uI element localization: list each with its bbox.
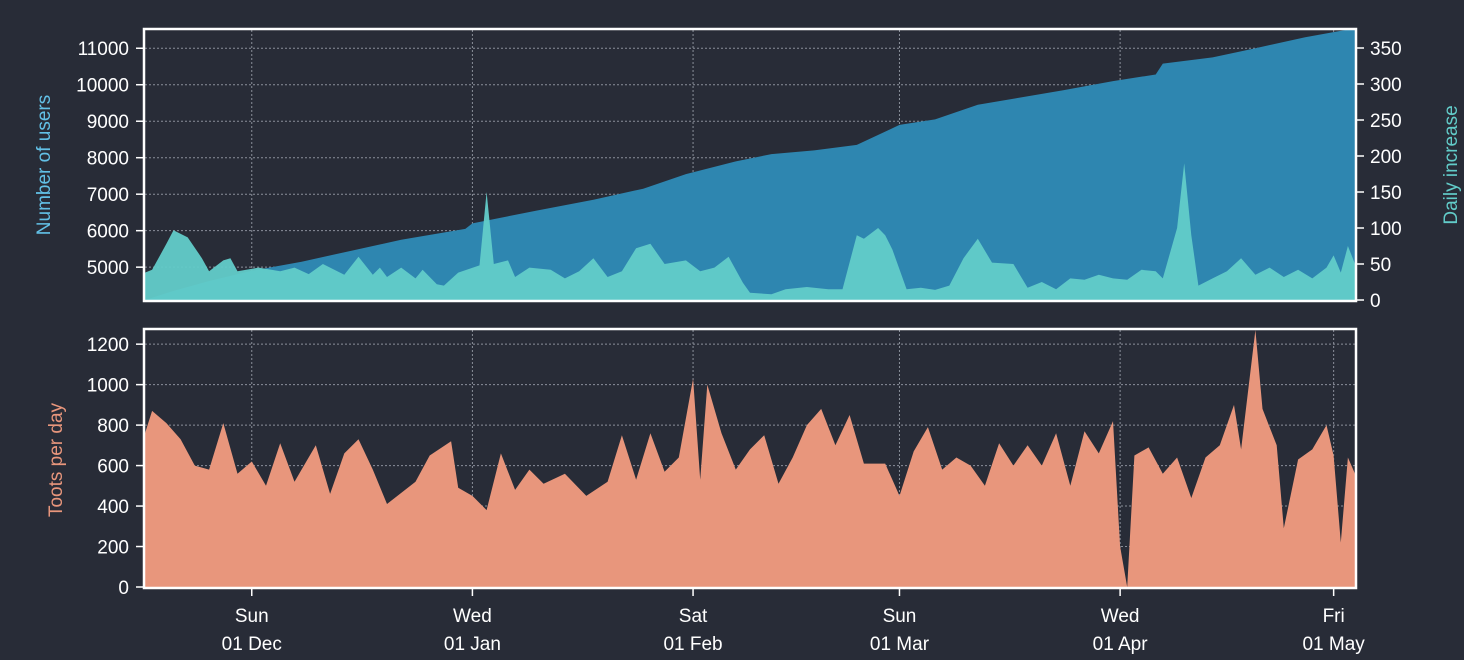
x-tick-day-4: Wed xyxy=(1101,606,1140,627)
toots-tick-0: 0 xyxy=(118,578,129,599)
x-tick-date-0: 01 Dec xyxy=(222,634,282,655)
toots-tick-2: 400 xyxy=(97,497,129,518)
toots-tick-6: 1200 xyxy=(87,335,129,356)
users-right-tick-2: 100 xyxy=(1370,219,1402,240)
users-left-tick-4: 9000 xyxy=(87,112,129,133)
toots-tick-4: 800 xyxy=(97,416,129,437)
x-tick-date-1: 01 Jan xyxy=(444,634,501,655)
toots-panel: 0 200 400 600 800 1000 1200 Toots per day xyxy=(46,327,1358,599)
date-axis-ticks: Sun 01 Dec Wed 01 Jan Sat 01 Feb Sun 01 Mar Wed 0… xyxy=(222,588,1365,655)
users-right-axis-ticks: 0 50 100 150 200 250 300 350 xyxy=(1356,39,1402,312)
x-tick-day-5: Fri xyxy=(1323,606,1345,627)
toots-axis-title: Toots per day xyxy=(46,402,67,517)
users-left-tick-0: 5000 xyxy=(87,258,129,279)
right-axis-title: Daily increase xyxy=(1441,105,1462,224)
users-left-tick-2: 7000 xyxy=(87,185,129,206)
toots-per-day-area xyxy=(145,330,1355,587)
left-axis-title: Number of users xyxy=(34,95,55,235)
users-left-tick-6: 11000 xyxy=(78,39,129,60)
x-tick-day-1: Wed xyxy=(453,606,492,627)
toots-tick-3: 600 xyxy=(97,457,129,478)
users-total-area xyxy=(145,28,1355,300)
users-panel-frame xyxy=(142,27,1358,303)
toots-panel-frame xyxy=(142,327,1358,590)
toots-axis-ticks: 0 200 400 600 800 1000 1200 xyxy=(87,335,144,599)
users-left-tick-1: 6000 xyxy=(87,222,129,243)
users-right-tick-5: 250 xyxy=(1370,111,1402,132)
users-right-tick-3: 150 xyxy=(1370,183,1402,204)
users-right-tick-4: 200 xyxy=(1370,147,1402,168)
toots-tick-1: 200 xyxy=(97,538,129,559)
x-tick-day-3: Sun xyxy=(883,606,917,627)
x-tick-day-0: Sun xyxy=(235,606,269,627)
x-tick-date-2: 01 Feb xyxy=(663,634,722,655)
daily-increase-area xyxy=(145,163,1355,300)
users-left-tick-3: 8000 xyxy=(87,149,129,170)
x-tick-date-4: 01 Apr xyxy=(1093,634,1149,655)
x-tick-day-2: Sat xyxy=(679,606,708,627)
users-panel: 5000 6000 7000 8000 9000 10000 11000 0 50 100 150… xyxy=(34,27,1462,312)
x-tick-date-3: 01 Mar xyxy=(870,634,930,655)
users-right-tick-6: 300 xyxy=(1370,75,1402,96)
users-right-tick-7: 350 xyxy=(1370,39,1402,60)
x-tick-date-5: 01 May xyxy=(1302,634,1365,655)
users-left-tick-5: 10000 xyxy=(76,76,129,97)
users-right-tick-1: 50 xyxy=(1370,255,1391,276)
toots-tick-5: 1000 xyxy=(87,376,129,397)
users-right-tick-0: 0 xyxy=(1370,291,1381,312)
users-left-axis-ticks: 5000 6000 7000 8000 9000 10000 11000 xyxy=(76,39,144,279)
